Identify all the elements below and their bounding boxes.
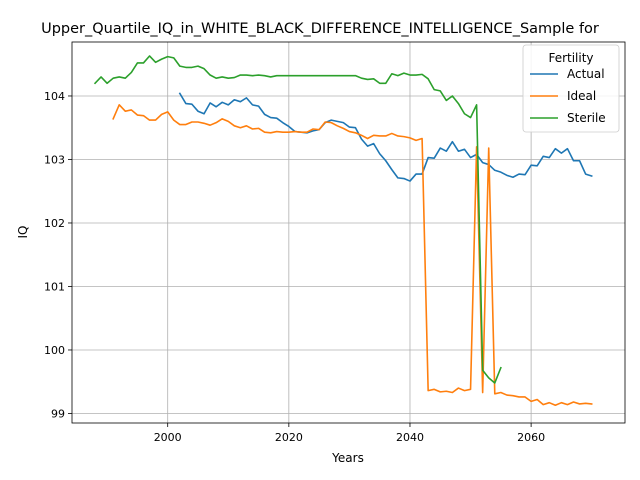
y-tick-label: 103 — [44, 153, 65, 166]
y-tick-label: 100 — [44, 344, 65, 357]
legend-title: Fertility — [548, 51, 593, 65]
legend-label-ideal: Ideal — [567, 89, 596, 103]
x-tick-label: 2060 — [517, 431, 545, 444]
legend-label-actual: Actual — [567, 67, 605, 81]
chart-title: Upper_Quartile_IQ_in_WHITE_BLACK_DIFFERE… — [41, 21, 599, 37]
axis-ticks: 2000 2020 2040 2060 99 100 101 102 103 104 — [44, 90, 545, 444]
x-tick-label: 2020 — [275, 431, 303, 444]
legend-label-sterile: Sterile — [567, 111, 606, 125]
y-tick-label: 99 — [51, 407, 65, 420]
series-line-sterile — [93, 55, 502, 384]
series-line-actual — [178, 92, 593, 182]
y-axis-label: IQ — [16, 226, 30, 239]
series-line-ideal — [112, 104, 593, 407]
series-lines — [93, 55, 593, 407]
y-tick-label: 102 — [44, 217, 65, 230]
y-tick-label: 104 — [44, 90, 65, 103]
x-tick-label: 2000 — [154, 431, 182, 444]
legend-entries: Actual Ideal Sterile — [530, 67, 606, 125]
x-tick-label: 2040 — [396, 431, 424, 444]
legend: Fertility Actual Ideal Sterile — [522, 44, 620, 133]
legend-box — [522, 44, 620, 133]
plot-frame — [71, 41, 626, 424]
y-tick-label: 101 — [44, 280, 65, 293]
x-axis-label: Years — [331, 451, 364, 465]
